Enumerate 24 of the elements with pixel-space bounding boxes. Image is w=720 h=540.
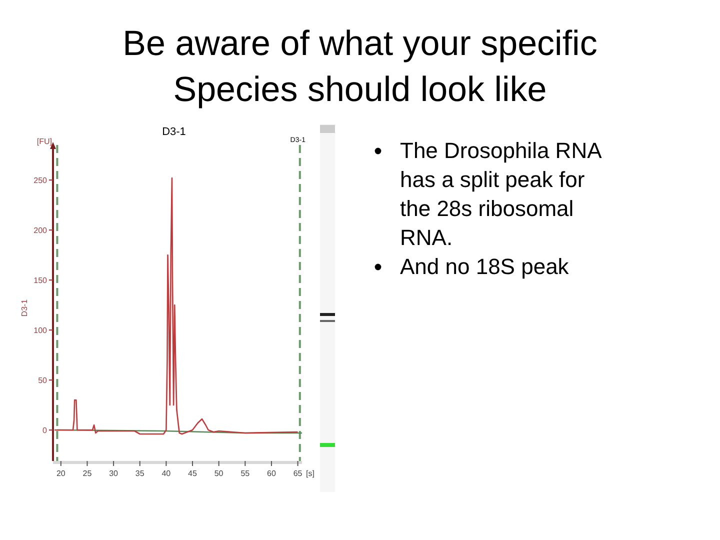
x-tick-label: 55 — [240, 469, 250, 478]
y-tick-label: 0 — [42, 426, 48, 435]
x-tick-label: 30 — [109, 469, 119, 478]
y-axis-title: D3-1 — [20, 298, 29, 317]
x-tick-label: 25 — [82, 469, 92, 478]
x-tick-label: 40 — [162, 469, 172, 478]
x-tick-label: 65 — [293, 469, 303, 478]
chart-title: Be aware of what your specific Species should look like — [122, 24, 598, 109]
text: [FU] — [36, 137, 52, 146]
y-tick-label: 100 — [34, 326, 48, 335]
x-tick-label: 45 — [188, 469, 198, 478]
text: [s] — [306, 469, 314, 478]
x-tick-label: 50 — [214, 469, 224, 478]
line-series — [54, 177, 298, 435]
x-tick-label: 60 — [267, 469, 276, 478]
chart-subtitle: D3-1 — [162, 126, 186, 138]
y-tick-label: 50 — [38, 376, 48, 385]
x-tick-label: 35 — [135, 469, 145, 478]
x-tick-label: 20 — [56, 469, 66, 478]
y-tick-label: 150 — [34, 276, 48, 285]
text: The Drosophila RNA has a split peak for the 28s ribosomal RNA. — [400, 138, 602, 250]
y-tick-label: 200 — [34, 226, 48, 235]
text: And no 18S peak — [400, 254, 570, 279]
y-tick-label: 250 — [34, 176, 48, 185]
